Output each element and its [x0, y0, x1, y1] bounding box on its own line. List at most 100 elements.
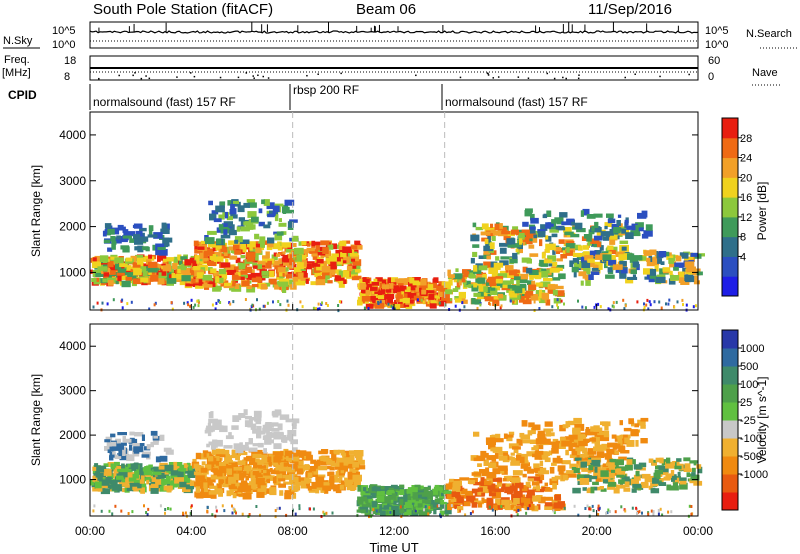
range-gate-cell: [548, 263, 554, 267]
range-gate-cell: [659, 507, 662, 511]
range-gate-cell: [685, 276, 695, 283]
range-gate-cell: [263, 282, 271, 287]
range-gate-cell: [590, 459, 601, 467]
range-gate-cell: [205, 237, 215, 245]
range-gate-cell: [484, 296, 494, 302]
range-gate-cell: [100, 488, 110, 495]
range-gate-cell: [499, 260, 509, 266]
range-gate-cell: [609, 234, 618, 240]
range-gate-cell: [286, 467, 297, 473]
range-gate-cell: [226, 268, 236, 275]
range-gate-cell: [446, 494, 454, 500]
range-gate-cell: [214, 488, 223, 495]
range-gate-cell: [608, 479, 613, 484]
range-gate-cell: [623, 487, 631, 492]
range-gate-cell: [689, 460, 699, 464]
range-gate-cell: [370, 287, 376, 295]
range-gate-cell: [544, 457, 551, 463]
range-gate-cell: [487, 293, 491, 299]
range-gate-cell: [452, 483, 461, 490]
nave-point: [624, 76, 626, 79]
range-gate-cell: [243, 457, 251, 462]
range-gate-cell: [641, 481, 648, 486]
range-gate-cell: [627, 276, 638, 280]
range-gate-cell: [209, 254, 216, 261]
range-gate-cell: [541, 451, 548, 458]
range-gate-cell: [679, 252, 684, 257]
range-gate-cell: [371, 282, 380, 286]
range-gate-cell: [204, 250, 213, 256]
range-gate-cell: [347, 471, 353, 478]
range-gate-cell: [114, 257, 124, 264]
range-gate-cell: [355, 459, 365, 465]
range-gate-cell: [312, 256, 318, 260]
range-gate-cell: [490, 447, 496, 452]
range-gate-cell: [330, 463, 340, 467]
range-gate-cell: [455, 268, 459, 272]
range-gate-cell: [665, 473, 674, 479]
range-gate-cell: [325, 275, 330, 280]
colorbar-swatch: [722, 420, 738, 439]
range-gate-cell: [528, 504, 531, 508]
range-gate-cell: [668, 298, 671, 302]
range-gate-cell: [116, 235, 121, 240]
range-gate-cell: [527, 507, 530, 511]
range-gate-cell: [410, 493, 415, 497]
range-gate-cell: [140, 487, 145, 494]
range-gate-cell: [545, 299, 551, 306]
cpid-segment-2: rbsp 200 RF: [293, 83, 359, 97]
range-gate-cell: [211, 303, 214, 307]
range-gate-cell: [505, 265, 514, 271]
noise-left-tick-bottom: 10^0: [52, 39, 76, 51]
range-gate-cell: [422, 508, 431, 514]
range-gate-cell: [315, 488, 320, 494]
range-gate-cell: [185, 281, 195, 287]
range-gate-cell: [147, 507, 150, 511]
range-gate-cell: [143, 504, 145, 508]
range-gate-cell: [238, 451, 248, 456]
range-gate-cell: [380, 304, 383, 308]
range-gate-cell: [617, 440, 623, 446]
range-gate-cell: [225, 435, 234, 440]
range-gate-cell: [262, 424, 273, 432]
range-gate-cell: [357, 485, 362, 492]
range-gate-cell: [412, 493, 422, 500]
range-gate-cell: [134, 238, 144, 245]
range-gate-cell: [215, 448, 226, 456]
range-gate-cell: [291, 492, 297, 499]
range-gate-cell: [544, 502, 553, 507]
range-gate-cell: [606, 468, 612, 472]
range-gate-cell: [260, 452, 268, 457]
colorbar-tick-label: 28: [740, 133, 752, 145]
range-gate-cell: [189, 511, 192, 515]
range-gate-cell: [609, 510, 611, 514]
range-gate-cell: [212, 468, 218, 473]
range-gate-cell: [301, 241, 307, 246]
range-gate-cell: [526, 267, 533, 274]
nave-point: [189, 72, 192, 74]
range-gate-cell: [184, 259, 194, 266]
range-gate-cell: [296, 254, 302, 262]
range-gate-cell: [245, 266, 253, 274]
range-gate-cell: [196, 299, 199, 303]
range-gate-cell: [133, 449, 140, 454]
range-gate-cell: [206, 509, 209, 513]
range-gate-cell: [90, 269, 93, 274]
range-gate-cell: [99, 472, 107, 478]
range-gate-cell: [206, 443, 210, 448]
range-gate-cell: [273, 443, 282, 449]
range-gate-cell: [463, 501, 471, 506]
range-gate-cell: [648, 300, 651, 304]
range-gate-cell: [185, 484, 195, 490]
range-gate-cell: [496, 479, 503, 487]
range-gate-cell: [658, 465, 668, 473]
freq-left-tick-top: 18: [64, 55, 76, 67]
range-gate-cell: [284, 492, 292, 500]
range-gate-cell: [301, 305, 304, 309]
range-gate-cell: [518, 285, 527, 291]
range-gate-cell: [334, 275, 341, 281]
range-gate-cell: [224, 456, 232, 463]
range-gate-cell: [132, 224, 143, 228]
range-gate-cell: [117, 432, 127, 436]
